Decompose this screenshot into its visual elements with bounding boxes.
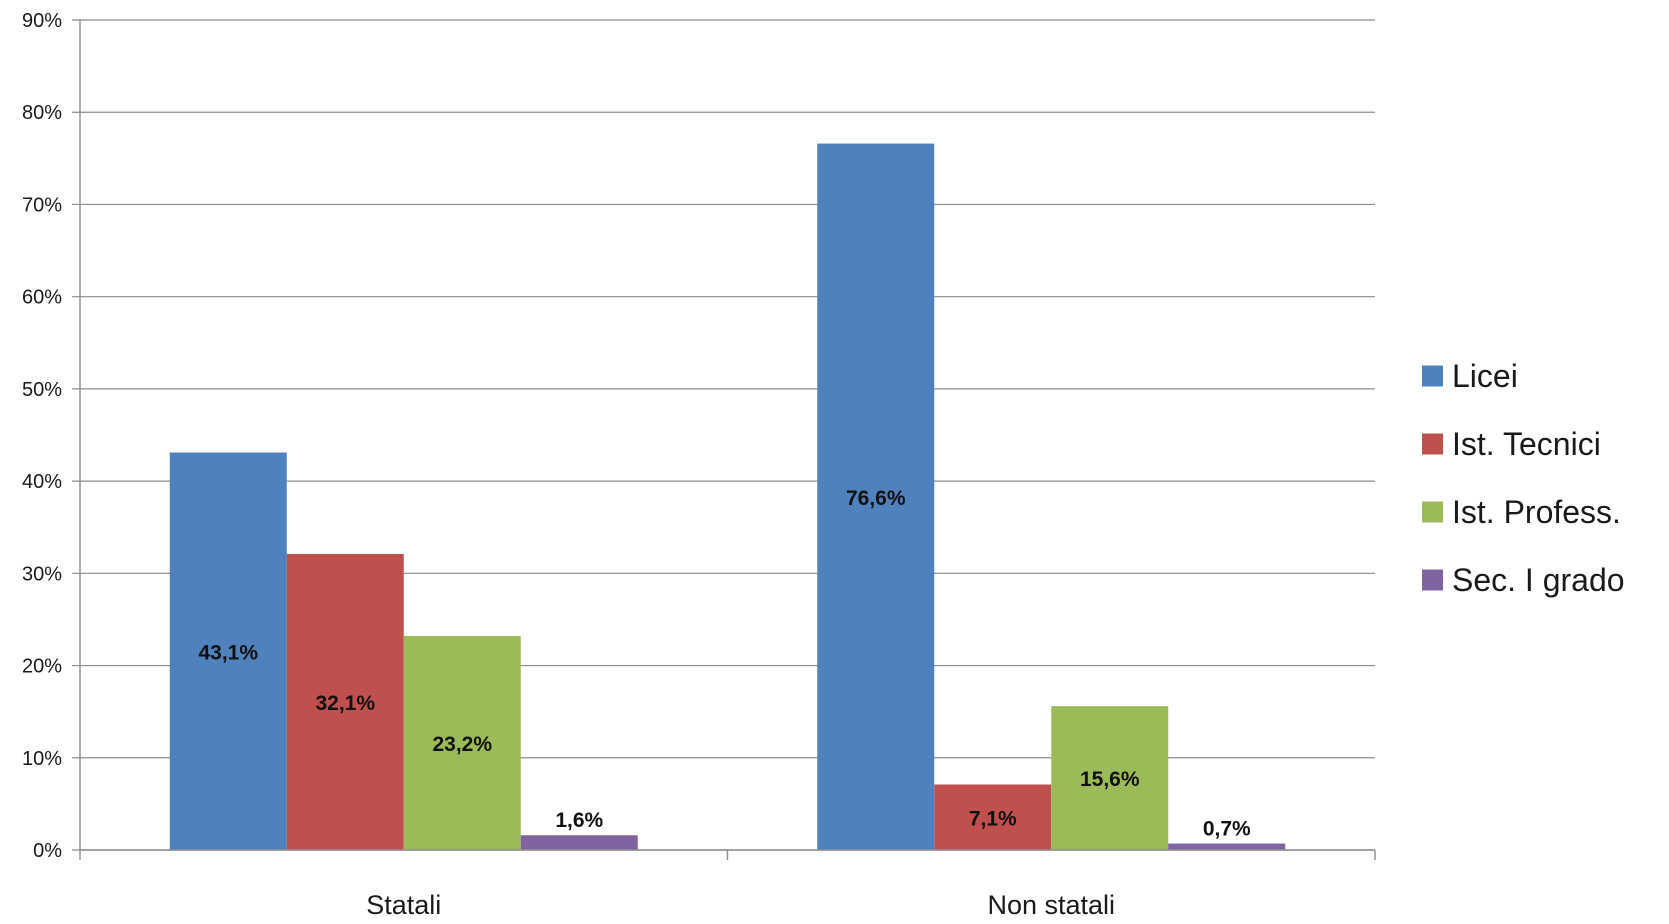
data-label: 1,6% [555,809,603,832]
category-label: Statali [366,890,441,920]
y-tick-label: 60% [22,287,62,309]
legend-label: Sec. I grado [1452,562,1625,598]
y-tick-label: 30% [22,563,62,585]
bar [403,636,521,850]
data-label: 23,2% [432,733,492,756]
legend-swatch [1422,365,1443,387]
bar [286,553,404,850]
data-label: 76,6% [846,487,906,510]
data-label: 15,6% [1080,768,1140,791]
y-tick-label: 10% [22,748,62,770]
data-label: 32,1% [315,692,375,715]
legend-label: Licei [1452,358,1518,394]
y-tick-label: 50% [22,379,62,401]
category-labels: Statali Non statali [366,890,1115,920]
legend-swatch [1422,501,1443,523]
data-labels: 43,1% 32,1% 23,2% 1,6% 76,6% 7,1% 15,6% 0,7% [198,487,1251,841]
y-axis-ticks: 0% 10% 20% 30% 40% 50% 60% 70% 80% 90% [22,10,62,862]
y-tick-label: 40% [22,471,62,493]
y-tick-label: 0% [33,840,62,862]
bar [520,835,638,850]
bar [817,143,935,851]
bars [169,143,1286,851]
bar [169,452,287,850]
axes [79,20,1376,860]
y-tick-label: 20% [22,656,62,678]
data-label: 0,7% [1203,818,1251,841]
legend-label: Ist. Tecnici [1452,426,1601,462]
y-tick-label: 90% [22,10,62,32]
category-label: Non statali [987,890,1115,920]
legend-swatch [1422,569,1443,591]
legend-swatch [1422,433,1443,455]
data-label: 43,1% [198,641,258,664]
bar [1168,843,1286,850]
y-tick-label: 80% [22,102,62,124]
legend: Licei Ist. Tecnici Ist. Profess. Sec. I gra… [1422,358,1625,598]
bar [934,784,1052,850]
y-tick-label: 70% [22,194,62,216]
legend-label: Ist. Profess. [1452,494,1621,530]
bar [1051,706,1169,850]
data-label: 7,1% [969,807,1017,830]
